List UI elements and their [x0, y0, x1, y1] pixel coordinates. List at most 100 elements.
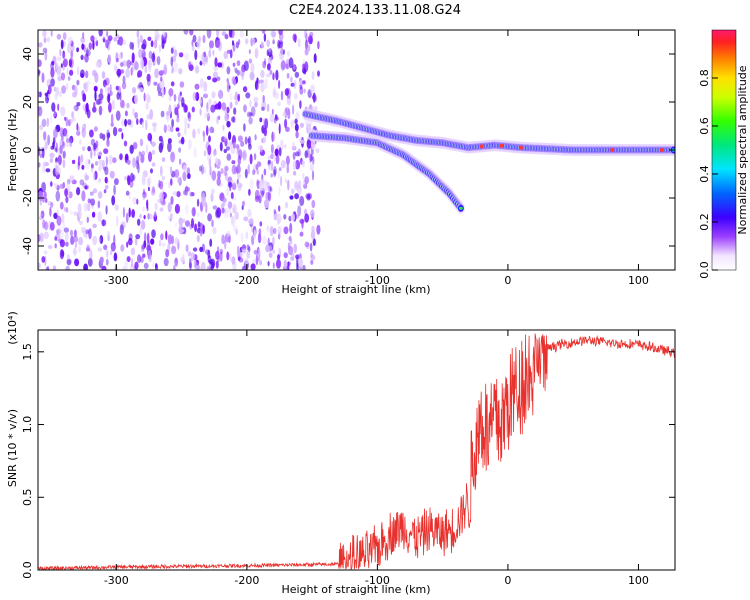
noise-speckle	[267, 159, 272, 165]
noise-speckle	[58, 229, 64, 239]
noise-speckle	[91, 211, 96, 218]
noise-speckle	[292, 104, 295, 115]
noise-speckle	[197, 221, 201, 228]
noise-speckle	[264, 78, 268, 89]
noise-speckle	[221, 102, 227, 111]
noise-speckle	[237, 135, 243, 142]
noise-speckle	[104, 176, 108, 184]
noise-speckle	[139, 213, 143, 219]
noise-speckle	[54, 147, 58, 152]
noise-speckle	[317, 70, 320, 77]
noise-speckle	[110, 122, 114, 127]
noise-speckle	[73, 229, 77, 238]
noise-speckle	[152, 122, 157, 127]
ridge-peak-point	[519, 145, 523, 150]
snr-panel: -300 -200 -100 0 100 0.0 0.5 1.0 1.5 Height of s…	[6, 311, 676, 596]
noise-speckle	[236, 178, 239, 185]
noise-speckle	[211, 91, 216, 99]
noise-speckle	[209, 238, 213, 247]
colorbar: 0.0 0.2 0.4 0.6 0.8 Normalized spectral ampl…	[698, 29, 749, 279]
noise-speckle	[291, 251, 295, 261]
noise-speckle	[86, 216, 90, 223]
noise-speckle	[245, 231, 249, 240]
noise-speckle	[310, 259, 314, 265]
noise-speckle	[285, 155, 290, 166]
noise-speckle	[269, 113, 275, 123]
noise-speckle	[151, 141, 156, 147]
noise-speckle	[280, 139, 284, 151]
noise-speckle	[120, 99, 125, 109]
noise-speckle	[158, 44, 162, 53]
noise-speckle	[184, 125, 187, 136]
noise-speckle	[51, 60, 55, 66]
noise-speckle	[151, 149, 156, 155]
noise-speckle	[226, 78, 229, 83]
noise-speckle	[104, 185, 109, 190]
noise-speckle	[119, 224, 124, 235]
noise-speckle	[252, 169, 256, 176]
noise-speckle	[54, 183, 58, 189]
noise-speckle	[274, 148, 279, 157]
noise-speckle	[249, 178, 254, 189]
noise-speckle	[215, 209, 219, 218]
spectrogram-x-tick-label: 0	[504, 274, 511, 287]
noise-speckle	[263, 33, 267, 42]
noise-speckle	[42, 219, 46, 229]
noise-speckle	[39, 153, 42, 158]
noise-speckle	[134, 94, 139, 105]
noise-speckle	[231, 160, 236, 165]
noise-speckle	[59, 145, 63, 155]
noise-speckle	[248, 49, 251, 54]
noise-speckle	[272, 72, 275, 81]
noise-speckle	[50, 202, 54, 208]
noise-speckle	[132, 174, 136, 181]
noise-speckle	[283, 214, 287, 220]
noise-speckle	[185, 203, 189, 215]
noise-speckle	[90, 148, 93, 159]
noise-speckle	[105, 249, 109, 259]
noise-speckle	[187, 139, 192, 150]
noise-speckle	[292, 160, 297, 171]
noise-speckle	[147, 151, 153, 162]
noise-speckle	[109, 90, 113, 97]
noise-speckle	[114, 65, 118, 72]
noise-speckle	[232, 225, 238, 232]
snr-marks	[38, 333, 675, 570]
noise-speckle	[110, 113, 114, 125]
noise-speckle	[231, 216, 235, 225]
noise-speckle	[118, 53, 122, 60]
noise-speckle	[50, 67, 55, 78]
noise-speckle	[147, 175, 152, 185]
noise-speckle	[194, 83, 200, 90]
noise-speckle	[87, 146, 91, 152]
noise-speckle	[126, 102, 130, 109]
noise-speckle	[57, 75, 62, 82]
noise-speckle	[42, 30, 47, 38]
noise-speckle	[277, 225, 282, 235]
noise-speckle	[237, 39, 241, 45]
noise-speckle	[73, 247, 77, 256]
noise-speckle	[194, 65, 200, 74]
colorbar-tick-label: 0.6	[698, 117, 711, 135]
snr-x-tick-label: -200	[234, 574, 259, 587]
noise-speckle	[246, 250, 251, 259]
noise-speckle	[74, 85, 78, 96]
noise-speckle	[200, 261, 206, 270]
noise-speckle	[210, 193, 214, 202]
noise-speckle	[232, 203, 237, 214]
noise-speckle	[208, 135, 211, 143]
noise-speckle	[184, 185, 189, 196]
noise-speckle	[93, 143, 97, 150]
noise-speckle	[76, 79, 80, 86]
noise-speckle	[278, 147, 282, 157]
noise-speckle	[205, 202, 208, 214]
noise-speckle	[182, 253, 185, 262]
noise-speckle	[148, 50, 153, 59]
noise-speckle	[285, 63, 289, 70]
noise-speckle	[145, 93, 150, 104]
noise-speckle	[276, 213, 282, 224]
noise-speckle	[194, 49, 198, 61]
noise-speckle	[109, 170, 115, 179]
noise-speckle	[246, 244, 250, 251]
noise-speckle	[299, 86, 304, 95]
